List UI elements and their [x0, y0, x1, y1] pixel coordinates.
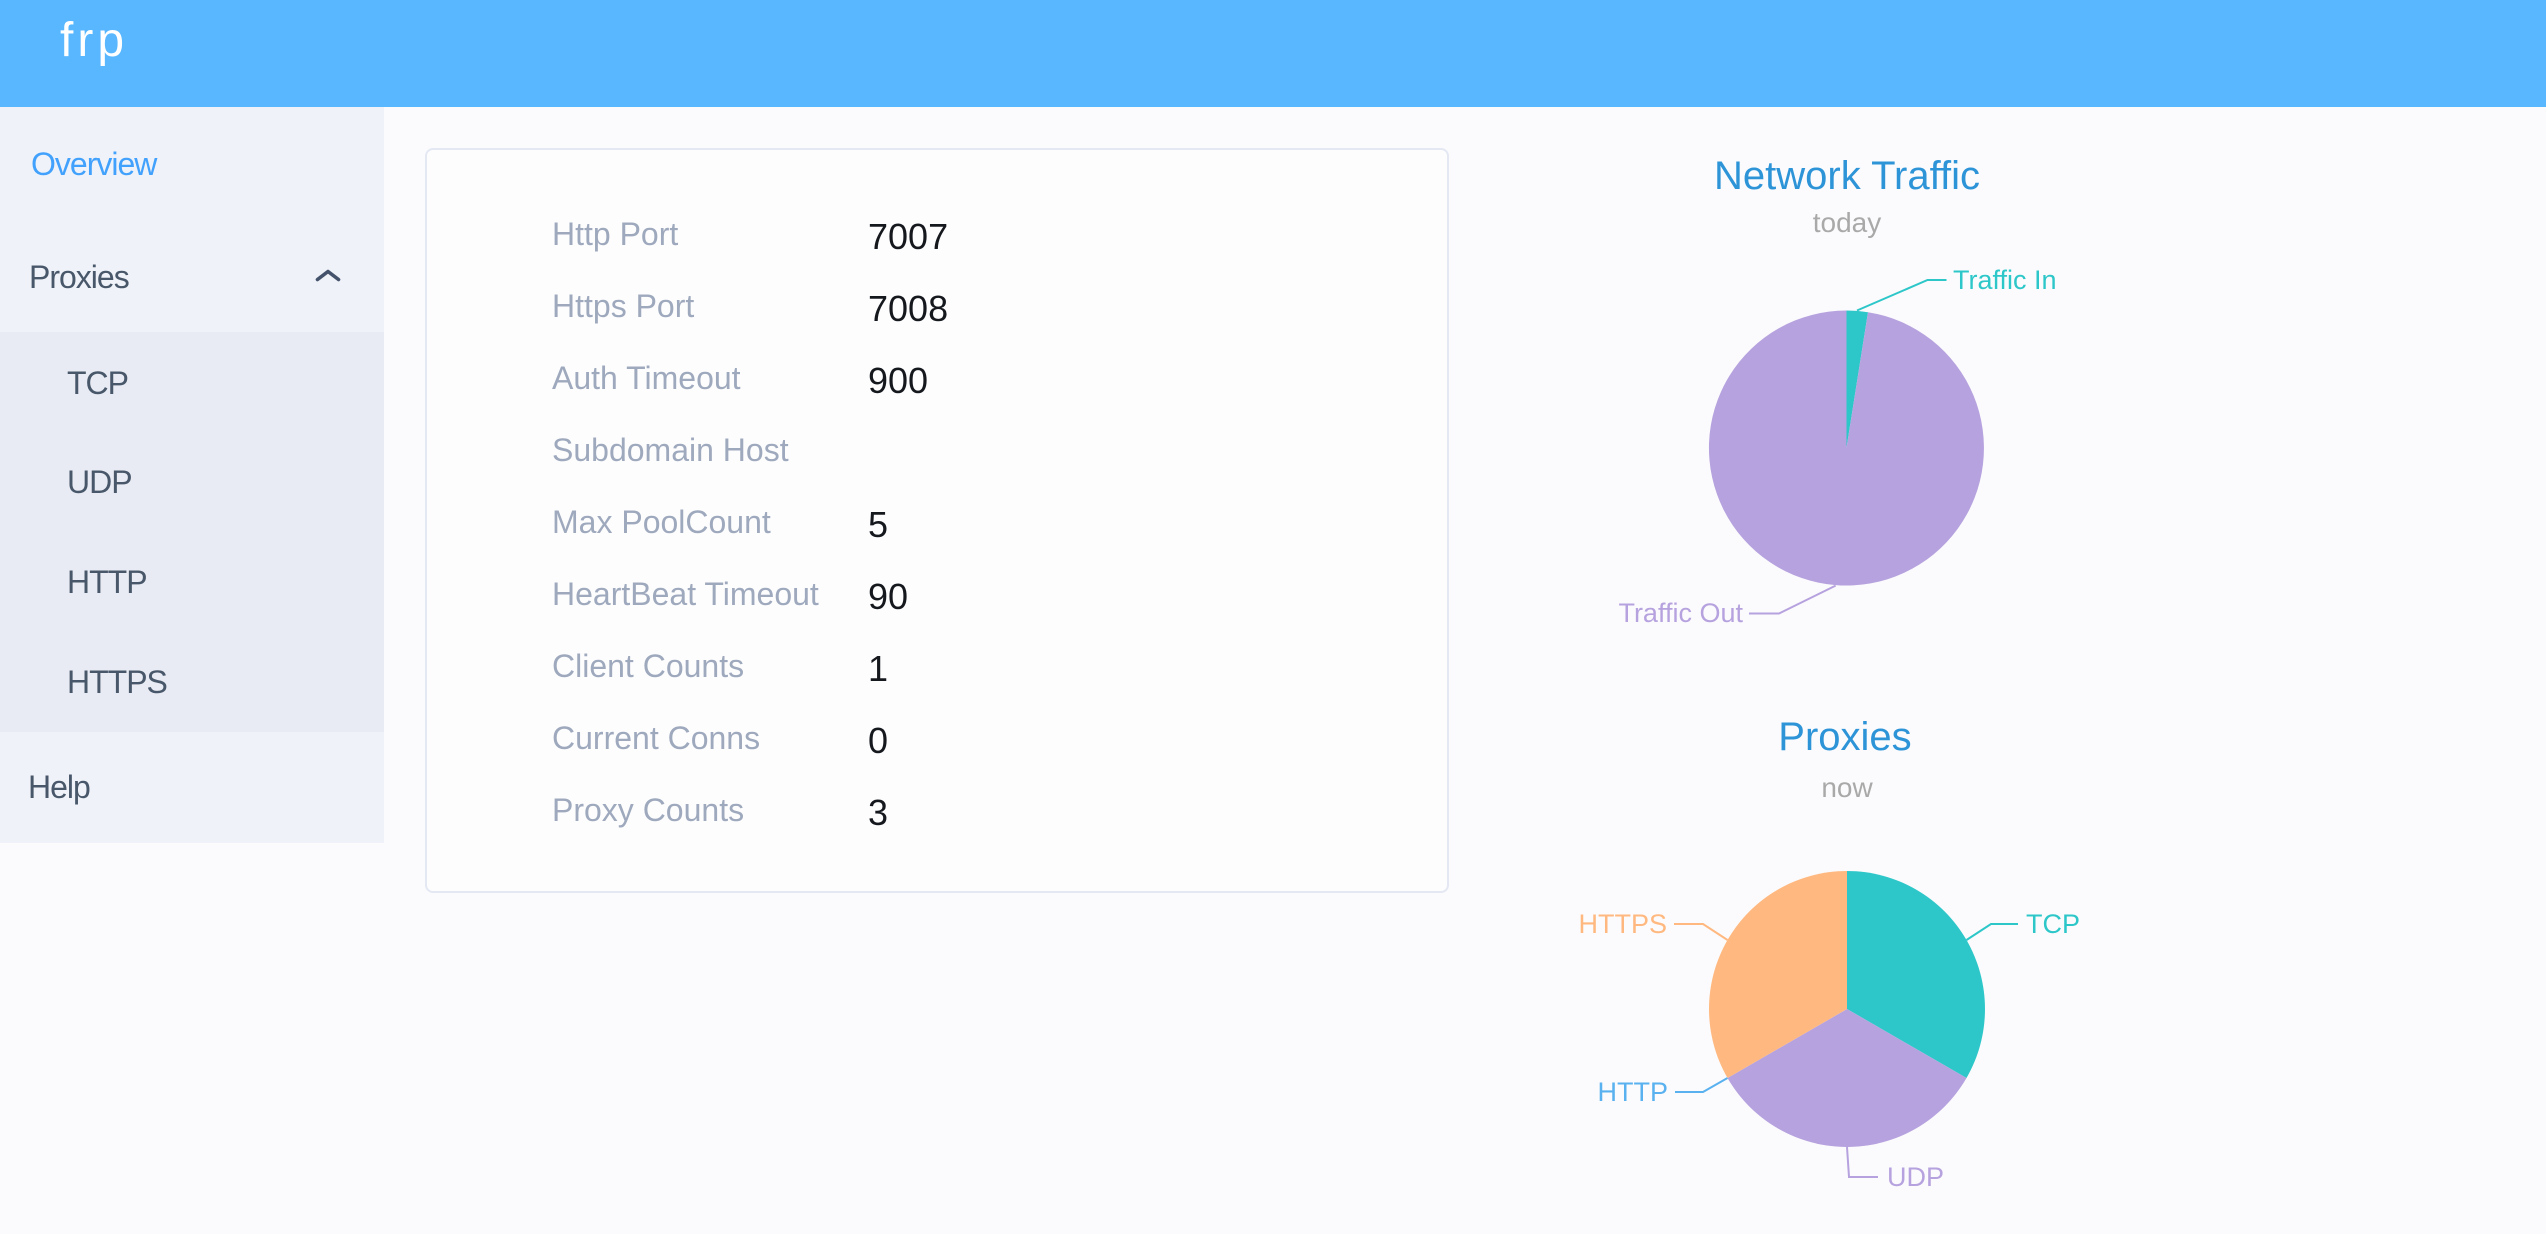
svg-text:Traffic Out: Traffic Out: [1618, 598, 1743, 628]
svg-text:today: today: [1813, 207, 1882, 238]
svg-text:Proxies: Proxies: [1778, 715, 1911, 759]
svg-text:now: now: [1821, 772, 1873, 803]
svg-text:TCP: TCP: [2026, 909, 2080, 939]
svg-text:UDP: UDP: [1887, 1162, 1944, 1192]
svg-text:Network Traffic: Network Traffic: [1714, 154, 1980, 198]
svg-text:Traffic In: Traffic In: [1953, 265, 2057, 295]
svg-text:HTTP: HTTP: [1598, 1077, 1669, 1107]
svg-text:HTTPS: HTTPS: [1578, 909, 1667, 939]
